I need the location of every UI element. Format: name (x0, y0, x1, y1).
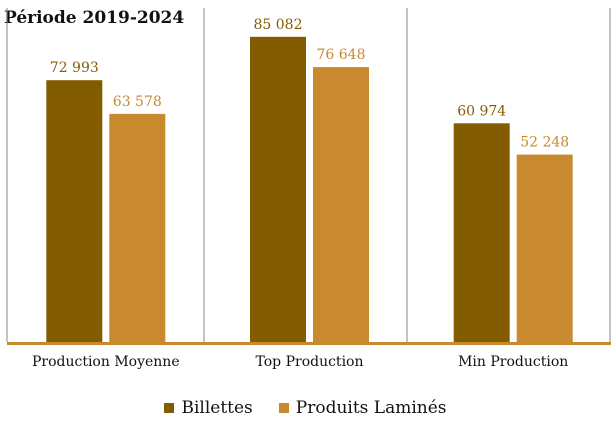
category-label: Production Moyenne (32, 354, 180, 370)
legend-swatch-billettes (164, 403, 175, 413)
data-label: 60 974 (457, 103, 506, 119)
data-label: 72 993 (50, 60, 99, 76)
bar (46, 80, 103, 342)
chart-title: Période 2019-2024 (4, 8, 185, 28)
bar (250, 36, 306, 343)
legend-label-produits-lamines: Produits Laminés (295, 398, 447, 418)
data-label: 85 082 (254, 17, 303, 33)
bar (453, 123, 510, 342)
data-label: 63 578 (113, 94, 162, 110)
legend-item-produits-lamines: Produits Laminés (278, 398, 447, 418)
bar (516, 154, 573, 342)
data-label: 76 648 (317, 47, 366, 63)
legend-swatch-produits-lamines (278, 403, 289, 413)
legend: Billettes Produits Laminés (0, 398, 611, 418)
data-label: 52 248 (520, 135, 569, 151)
category-label: Min Production (458, 354, 568, 370)
category-label: Top Production (255, 354, 363, 370)
bar (109, 113, 166, 343)
bar-chart: 72 993 63 578 Production Moyenne 85 082 76 6… (6, 8, 611, 370)
bar (313, 67, 369, 342)
legend-label-billettes: Billettes (181, 398, 253, 418)
legend-item-billettes: Billettes (164, 398, 253, 418)
